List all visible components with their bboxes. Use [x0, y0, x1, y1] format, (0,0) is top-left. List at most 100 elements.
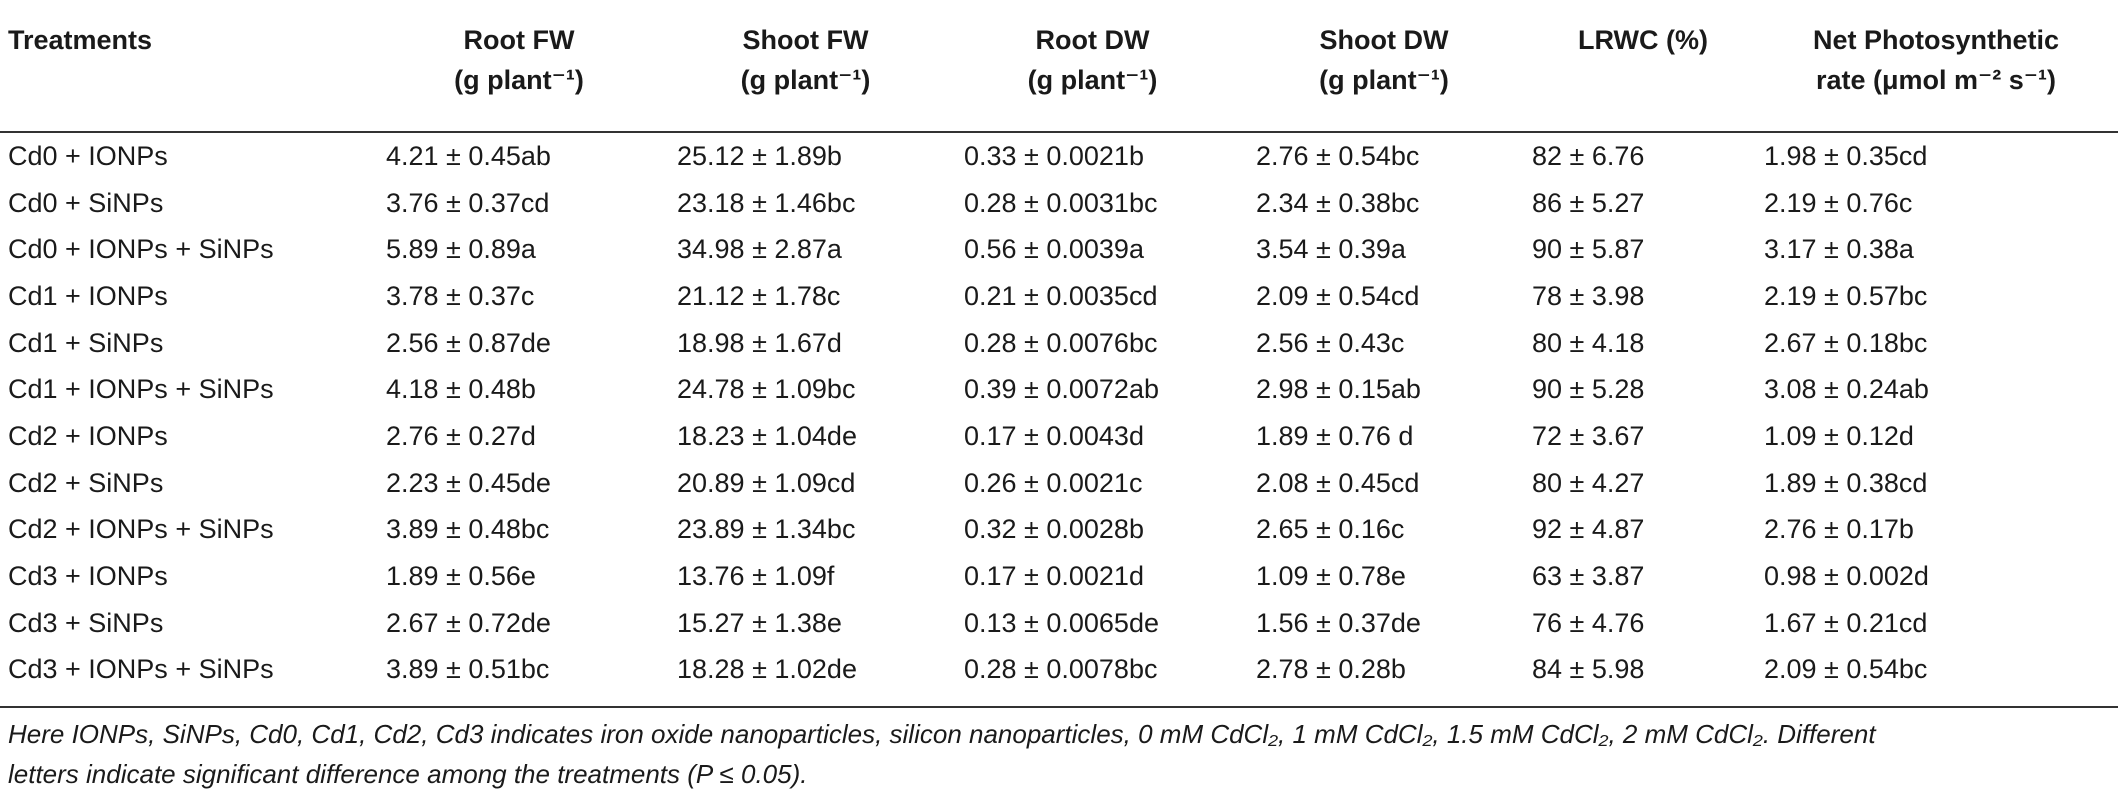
- lrwc-cell: 84 ± 5.98: [1532, 654, 1645, 685]
- footnote-line-2: letters indicate significant difference …: [8, 759, 808, 789]
- root-fw-cell: 3.89 ± 0.48bc: [386, 514, 550, 545]
- shoot-fw-cell: 18.23 ± 1.04de: [677, 420, 857, 451]
- shoot-dw-cell: 2.56 ± 0.43c: [1256, 327, 1405, 358]
- table-row: Cd2 + SiNPs 2.23 ± 0.45de 20.89 ± 1.09cd 0.…: [0, 460, 2118, 507]
- lrwc-cell: 76 ± 4.76: [1532, 607, 1645, 638]
- root-dw-cell: 0.17 ± 0.0021d: [964, 561, 1144, 592]
- treatment-cell: Cd0 + SiNPs: [8, 187, 164, 218]
- header-root-dw: Root DW (g plant⁻¹): [949, 0, 1236, 133]
- header-shoot-dw-line2: (g plant⁻¹): [1319, 65, 1449, 95]
- table-row: Cd3 + SiNPs 2.67 ± 0.72de 15.27 ± 1.38e 0.1…: [0, 600, 2118, 647]
- table-row: Cd1 + IONPs + SiNPs 4.18 ± 0.48b 24.78 ± 1…: [0, 366, 2118, 413]
- lrwc-cell: 86 ± 5.27: [1532, 187, 1645, 218]
- header-lrwc: LRWC (%): [1532, 0, 1754, 133]
- table-row: Cd3 + IONPs 1.89 ± 0.56e 13.76 ± 1.09f 0.17…: [0, 553, 2118, 600]
- shoot-dw-cell: 3.54 ± 0.39a: [1256, 234, 1406, 265]
- shoot-dw-cell: 2.65 ± 0.16c: [1256, 514, 1405, 545]
- header-net-photosynthetic-rate-line1: Net Photosynthetic: [1812, 25, 2060, 55]
- shoot-fw-cell: 13.76 ± 1.09f: [677, 561, 835, 592]
- root-dw-cell: 0.28 ± 0.0078bc: [964, 654, 1158, 685]
- table-row: Cd1 + SiNPs 2.56 ± 0.87de 18.98 ± 1.67d 0.2…: [0, 320, 2118, 367]
- table-footnote: Here IONPs, SiNPs, Cd0, Cd1, Cd2, Cd3 in…: [8, 714, 2108, 794]
- shoot-dw-cell: 2.78 ± 0.28b: [1256, 654, 1406, 685]
- lrwc-cell: 80 ± 4.18: [1532, 327, 1645, 358]
- net-photosynthetic-rate-cell: 2.19 ± 0.57bc: [1764, 280, 1928, 311]
- net-photosynthetic-rate-cell: 0.98 ± 0.002d: [1764, 561, 1929, 592]
- shoot-fw-cell: 18.28 ± 1.02de: [677, 654, 857, 685]
- shoot-dw-cell: 2.34 ± 0.38bc: [1256, 187, 1420, 218]
- shoot-fw-cell: 20.89 ± 1.09cd: [677, 467, 856, 498]
- table-row: Cd2 + IONPs 2.76 ± 0.27d 18.23 ± 1.04de 0.1…: [0, 413, 2118, 460]
- treatment-cell: Cd2 + SiNPs: [8, 467, 164, 498]
- root-fw-cell: 3.76 ± 0.37cd: [386, 187, 550, 218]
- header-net-photosynthetic-rate-line2: rate (μmol m⁻² s⁻¹): [1815, 65, 2057, 95]
- net-photosynthetic-rate-cell: 1.09 ± 0.12d: [1764, 420, 1914, 451]
- net-photosynthetic-rate-cell: 3.08 ± 0.24ab: [1764, 374, 1929, 405]
- shoot-dw-cell: 2.76 ± 0.54bc: [1256, 140, 1420, 171]
- header-net-photosynthetic-rate: Net Photosynthetic rate (μmol m⁻² s⁻¹): [1754, 0, 2118, 133]
- shoot-dw-cell: 2.98 ± 0.15ab: [1256, 374, 1421, 405]
- table-header: Treatments Root FW (g plant⁻¹) Shoot FW (g p…: [0, 0, 2118, 133]
- lrwc-cell: 72 ± 3.67: [1532, 420, 1645, 451]
- root-fw-cell: 5.89 ± 0.89a: [386, 234, 536, 265]
- table-row: Cd3 + IONPs + SiNPs 3.89 ± 0.51bc 18.28 ± …: [0, 647, 2118, 694]
- treatment-cell: Cd1 + IONPs + SiNPs: [8, 374, 274, 405]
- header-shoot-fw-line2: (g plant⁻¹): [740, 65, 871, 95]
- root-dw-cell: 0.28 ± 0.0031bc: [964, 187, 1158, 218]
- header-treatments: Treatments: [0, 0, 376, 133]
- treatment-cell: Cd0 + IONPs: [8, 140, 168, 171]
- header-treatments-line1: Treatments: [8, 25, 153, 55]
- lrwc-cell: 92 ± 4.87: [1532, 514, 1645, 545]
- net-photosynthetic-rate-cell: 2.67 ± 0.18bc: [1764, 327, 1928, 358]
- root-fw-cell: 3.89 ± 0.51bc: [386, 654, 550, 685]
- treatment-cell: Cd3 + SiNPs: [8, 607, 164, 638]
- shoot-fw-cell: 34.98 ± 2.87a: [677, 234, 842, 265]
- net-photosynthetic-rate-cell: 1.98 ± 0.35cd: [1764, 140, 1928, 171]
- lrwc-cell: 82 ± 6.76: [1532, 140, 1645, 171]
- shoot-dw-cell: 1.56 ± 0.37de: [1256, 607, 1421, 638]
- net-photosynthetic-rate-cell: 2.19 ± 0.76c: [1764, 187, 1913, 218]
- treatment-cell: Cd3 + IONPs + SiNPs: [8, 654, 274, 685]
- lrwc-cell: 80 ± 4.27: [1532, 467, 1645, 498]
- table-bottom-rule: [0, 706, 2118, 708]
- shoot-dw-cell: 1.09 ± 0.78e: [1256, 561, 1406, 592]
- results-table: Treatments Root FW (g plant⁻¹) Shoot FW (g p…: [0, 0, 2118, 694]
- header-root-fw-line1: Root FW: [463, 25, 575, 55]
- root-dw-cell: 0.17 ± 0.0043d: [964, 420, 1144, 451]
- shoot-fw-cell: 24.78 ± 1.09bc: [677, 374, 856, 405]
- root-dw-cell: 0.28 ± 0.0076bc: [964, 327, 1158, 358]
- header-shoot-dw-line1: Shoot DW: [1319, 25, 1449, 55]
- root-fw-cell: 3.78 ± 0.37c: [386, 280, 535, 311]
- header-row: Treatments Root FW (g plant⁻¹) Shoot FW (g p…: [0, 0, 2118, 133]
- shoot-fw-cell: 21.12 ± 1.78c: [677, 280, 841, 311]
- root-fw-cell: 1.89 ± 0.56e: [386, 561, 536, 592]
- root-dw-cell: 0.21 ± 0.0035cd: [964, 280, 1158, 311]
- root-fw-cell: 2.76 ± 0.27d: [386, 420, 536, 451]
- treatment-cell: Cd1 + IONPs: [8, 280, 168, 311]
- net-photosynthetic-rate-cell: 3.17 ± 0.38a: [1764, 234, 1914, 265]
- header-root-fw: Root FW (g plant⁻¹): [376, 0, 662, 133]
- footnote-line-1: Here IONPs, SiNPs, Cd0, Cd1, Cd2, Cd3 in…: [8, 719, 1876, 749]
- lrwc-cell: 63 ± 3.87: [1532, 561, 1645, 592]
- net-photosynthetic-rate-cell: 1.89 ± 0.38cd: [1764, 467, 1928, 498]
- root-dw-cell: 0.13 ± 0.0065de: [964, 607, 1159, 638]
- header-shoot-dw: Shoot DW (g plant⁻¹): [1236, 0, 1532, 133]
- shoot-fw-cell: 23.18 ± 1.46bc: [677, 187, 856, 218]
- treatment-cell: Cd2 + IONPs + SiNPs: [8, 514, 274, 545]
- lrwc-cell: 90 ± 5.87: [1532, 234, 1645, 265]
- root-fw-cell: 2.67 ± 0.72de: [386, 607, 551, 638]
- table-row: Cd2 + IONPs + SiNPs 3.89 ± 0.48bc 23.89 ± …: [0, 507, 2118, 554]
- header-shoot-fw-line1: Shoot FW: [742, 25, 869, 55]
- root-dw-cell: 0.33 ± 0.0021b: [964, 140, 1144, 171]
- root-dw-cell: 0.56 ± 0.0039a: [964, 234, 1144, 265]
- header-shoot-fw: Shoot FW (g plant⁻¹): [662, 0, 949, 133]
- net-photosynthetic-rate-cell: 1.67 ± 0.21cd: [1764, 607, 1928, 638]
- lrwc-cell: 90 ± 5.28: [1532, 374, 1645, 405]
- shoot-dw-cell: 1.89 ± 0.76 d: [1256, 420, 1414, 451]
- root-dw-cell: 0.32 ± 0.0028b: [964, 514, 1144, 545]
- treatment-cell: Cd0 + IONPs + SiNPs: [8, 234, 274, 265]
- header-root-fw-line2: (g plant⁻¹): [454, 65, 584, 95]
- header-root-dw-line1: Root DW: [1035, 25, 1150, 55]
- root-fw-cell: 2.23 ± 0.45de: [386, 467, 551, 498]
